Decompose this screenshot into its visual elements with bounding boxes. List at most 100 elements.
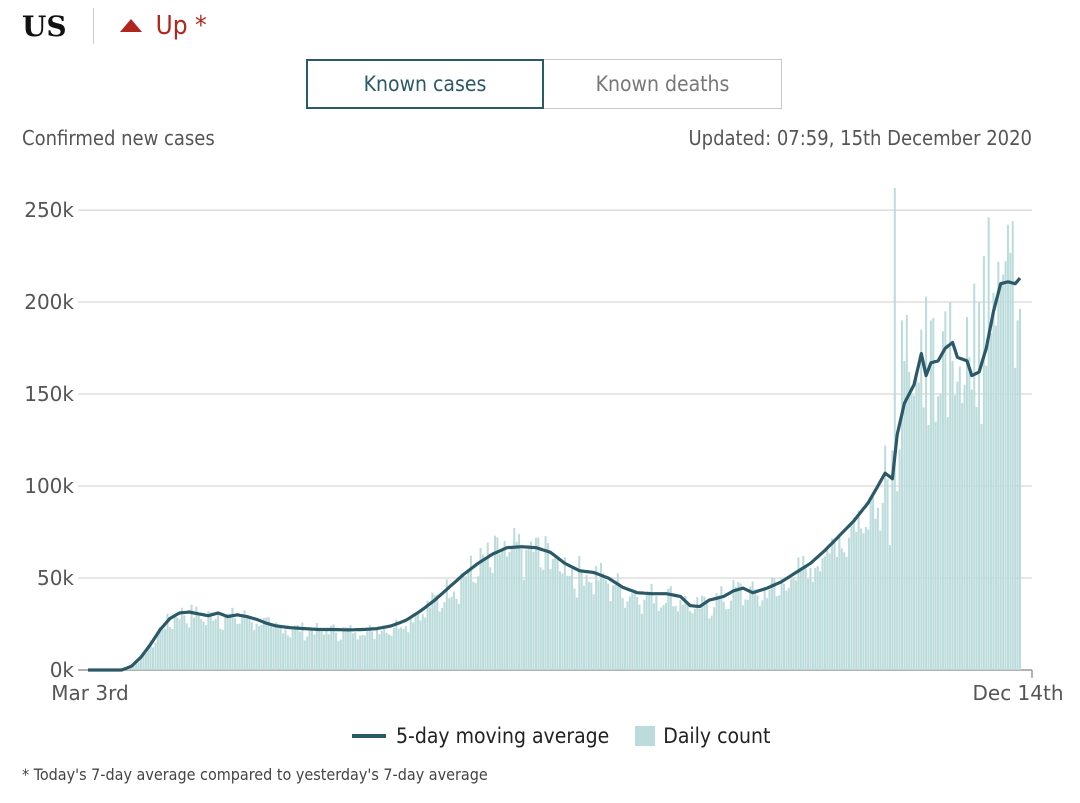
daily-bar: [742, 605, 745, 670]
daily-bar: [628, 596, 631, 670]
daily-bar: [739, 583, 742, 670]
daily-bar: [525, 549, 528, 670]
daily-bar: [192, 617, 195, 670]
triangle-up-icon: [119, 18, 142, 32]
daily-bar: [585, 575, 588, 670]
daily-bar: [886, 479, 889, 670]
daily-bar: [474, 583, 477, 670]
daily-bar: [515, 541, 518, 670]
daily-bar: [951, 360, 954, 670]
daily-bar: [489, 567, 492, 670]
daily-bar: [953, 395, 957, 670]
daily-bar: [479, 547, 482, 670]
daily-bar: [941, 331, 944, 670]
daily-bar: [532, 551, 535, 670]
daily-bar: [619, 583, 622, 670]
daily-bar: [375, 628, 379, 670]
daily-bar: [400, 627, 403, 670]
daily-bar: [549, 569, 552, 670]
daily-bar: [255, 623, 258, 670]
daily-bar: [604, 580, 607, 670]
daily-bar: [746, 599, 749, 670]
daily-bar: [491, 572, 494, 670]
daily-bar: [265, 617, 268, 670]
moving-average-layer: [88, 277, 1022, 672]
daily-bar: [433, 595, 436, 670]
daily-bar: [823, 556, 826, 670]
tab-known-deaths[interactable]: Known deaths: [544, 59, 782, 109]
daily-bar: [279, 625, 282, 670]
daily-bar: [855, 531, 858, 670]
daily-bar: [294, 625, 297, 670]
daily-bar: [1018, 308, 1022, 670]
daily-bar: [802, 556, 805, 670]
daily-bar: [633, 591, 636, 670]
daily-bar: [937, 396, 940, 670]
daily-bar: [260, 624, 263, 670]
daily-bar: [645, 594, 648, 670]
daily-bar: [190, 604, 193, 670]
daily-bar: [327, 634, 330, 670]
daily-bar: [790, 579, 793, 670]
daily-bar: [195, 606, 198, 670]
chart-subtitle: Confirmed new cases: [22, 126, 215, 150]
daily-bar: [732, 580, 735, 670]
daily-bar: [402, 629, 405, 670]
daily-bar: [708, 618, 711, 670]
daily-bar: [469, 555, 472, 670]
legend-line-label: 5-day moving average: [396, 724, 610, 748]
daily-bar: [296, 624, 299, 670]
daily-bar: [990, 333, 993, 670]
daily-bar: [378, 634, 381, 670]
daily-bar: [888, 544, 891, 670]
daily-bar: [397, 628, 400, 670]
daily-bar: [513, 527, 516, 670]
daily-bar: [270, 626, 273, 670]
daily-bar: [137, 662, 140, 670]
daily-bar: [775, 596, 778, 670]
daily-bar: [881, 502, 884, 670]
daily-bar: [506, 556, 509, 670]
daily-bar: [188, 627, 191, 670]
daily-bar: [710, 615, 713, 670]
daily-bar: [660, 607, 663, 670]
daily-bar: [245, 617, 248, 670]
daily-bar: [838, 537, 841, 670]
daily-bar: [648, 592, 651, 670]
daily-bar: [982, 256, 985, 670]
daily-bar: [616, 573, 619, 670]
daily-bar: [546, 543, 550, 670]
daily-bar: [371, 631, 374, 670]
daily-bar: [233, 618, 236, 670]
daily-bar: [696, 597, 699, 670]
daily-bar: [407, 632, 410, 670]
daily-bar: [956, 381, 959, 670]
daily-bar: [508, 552, 511, 670]
daily-bar: [638, 604, 641, 670]
daily-bar: [717, 595, 720, 670]
daily-bar: [761, 600, 764, 670]
daily-bar: [946, 417, 949, 670]
daily-bar: [542, 569, 545, 670]
daily-bar: [267, 616, 270, 670]
y-tick-label: 50k: [37, 566, 74, 590]
daily-bar: [652, 603, 655, 670]
daily-bar: [426, 600, 429, 670]
daily-bar: [751, 581, 754, 670]
tab-known-cases[interactable]: Known cases: [306, 59, 544, 109]
daily-bar: [773, 578, 776, 670]
daily-bar: [725, 609, 728, 670]
daily-bar: [522, 579, 525, 670]
daily-bar: [792, 577, 795, 670]
daily-bar: [893, 188, 896, 670]
daily-bar: [614, 584, 617, 670]
y-tick-label: 200k: [24, 290, 74, 314]
daily-bar: [864, 527, 867, 670]
daily-bar: [217, 613, 220, 670]
daily-bar: [621, 598, 624, 670]
region-title: US: [22, 9, 67, 43]
daily-bar: [313, 634, 316, 670]
daily-bar: [219, 628, 222, 670]
daily-bar: [241, 616, 244, 670]
daily-bar: [566, 575, 569, 670]
